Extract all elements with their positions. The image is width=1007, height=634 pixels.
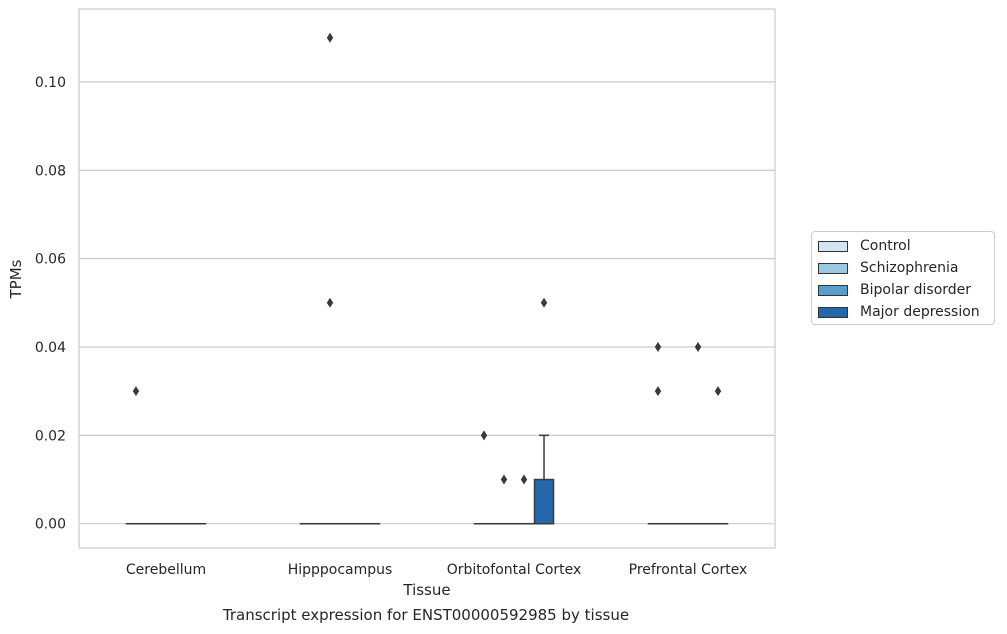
outlier-point — [540, 297, 548, 308]
outlier-point — [326, 297, 334, 308]
box-major-depression-prefrontal-cortex — [707, 386, 729, 525]
legend: Control Schizophrenia Bipolar disorder M… — [811, 231, 995, 325]
outlier-point — [326, 32, 334, 43]
outlier-point — [714, 386, 722, 397]
outlier-point — [694, 341, 702, 352]
box-schizophrenia-orbitofontal-cortex — [493, 474, 515, 525]
box-bipolar-disorder-orbitofontal-cortex — [513, 474, 535, 525]
legend-swatch-major-depression — [818, 306, 848, 318]
x-axis-ticks: Cerebellum Hipppocampus Orbitofontal Corte… — [126, 562, 747, 578]
chart-caption: Transcript expression for ENST0000059298… — [222, 606, 630, 624]
outlier-point — [480, 430, 488, 441]
outlier-point — [132, 386, 140, 397]
legend-swatch-schizophrenia — [818, 262, 848, 274]
plot-frame — [78, 8, 776, 549]
legend-label-major-depression: Major depression — [860, 304, 980, 320]
y-axis-label: TPMs — [7, 259, 25, 299]
outlier-point — [500, 474, 508, 485]
box-schizophrenia-hipppocampus — [319, 32, 341, 525]
outlier-point — [654, 386, 662, 397]
gridlines — [79, 81, 775, 525]
y-tick-label: 0.00 — [35, 517, 66, 533]
outlier-point — [654, 341, 662, 352]
box-control-prefrontal-cortex — [647, 341, 669, 525]
box-major-depression-orbitofontal-cortex — [533, 297, 555, 525]
outlier-point — [520, 474, 528, 485]
legend-item-bipolar-disorder: Bipolar disorder — [818, 281, 971, 299]
x-tick-label-prefrontal-cortex: Prefrontal Cortex — [629, 562, 748, 578]
legend-label-bipolar-disorder: Bipolar disorder — [860, 282, 972, 298]
box-control-orbitofontal-cortex — [473, 430, 495, 525]
box-bipolar-disorder-prefrontal-cortex — [687, 341, 709, 525]
y-axis-ticks: 0.00 0.02 0.04 0.06 0.08 0.10 — [35, 75, 66, 533]
y-tick-label: 0.02 — [35, 428, 66, 444]
x-tick-label-hipppocampus: Hipppocampus — [288, 562, 393, 578]
y-tick-label: 0.10 — [35, 75, 66, 91]
box-plot-area — [125, 32, 729, 525]
legend-label-control: Control — [860, 238, 911, 254]
legend-item-major-depression: Major depression — [818, 303, 980, 321]
box-body — [533, 478, 555, 525]
box-control-cerebellum — [125, 386, 147, 525]
legend-item-control: Control — [818, 237, 911, 255]
y-tick-label: 0.04 — [35, 340, 66, 356]
legend-swatch-bipolar-disorder — [818, 284, 848, 296]
x-tick-label-cerebellum: Cerebellum — [126, 562, 206, 578]
y-tick-label: 0.06 — [35, 252, 66, 268]
y-tick-label: 0.08 — [35, 163, 66, 179]
legend-swatch-control — [818, 240, 848, 252]
x-axis-label: Tissue — [402, 581, 450, 599]
legend-label-schizophrenia: Schizophrenia — [860, 260, 959, 276]
legend-item-schizophrenia: Schizophrenia — [818, 259, 958, 277]
x-tick-label-orbitofontal-cortex: Orbitofontal Cortex — [447, 562, 582, 578]
